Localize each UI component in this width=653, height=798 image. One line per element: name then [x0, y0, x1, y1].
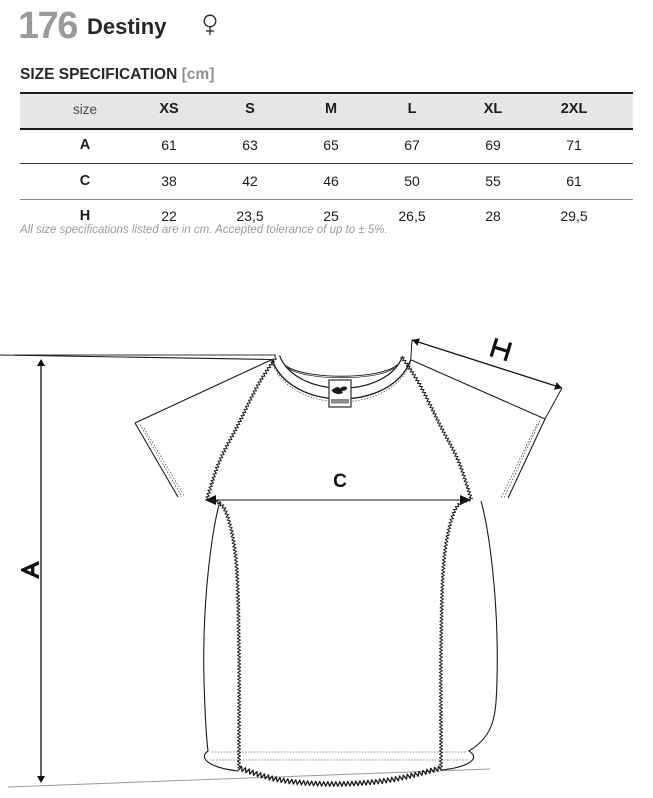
svg-text:C: C	[333, 471, 347, 492]
